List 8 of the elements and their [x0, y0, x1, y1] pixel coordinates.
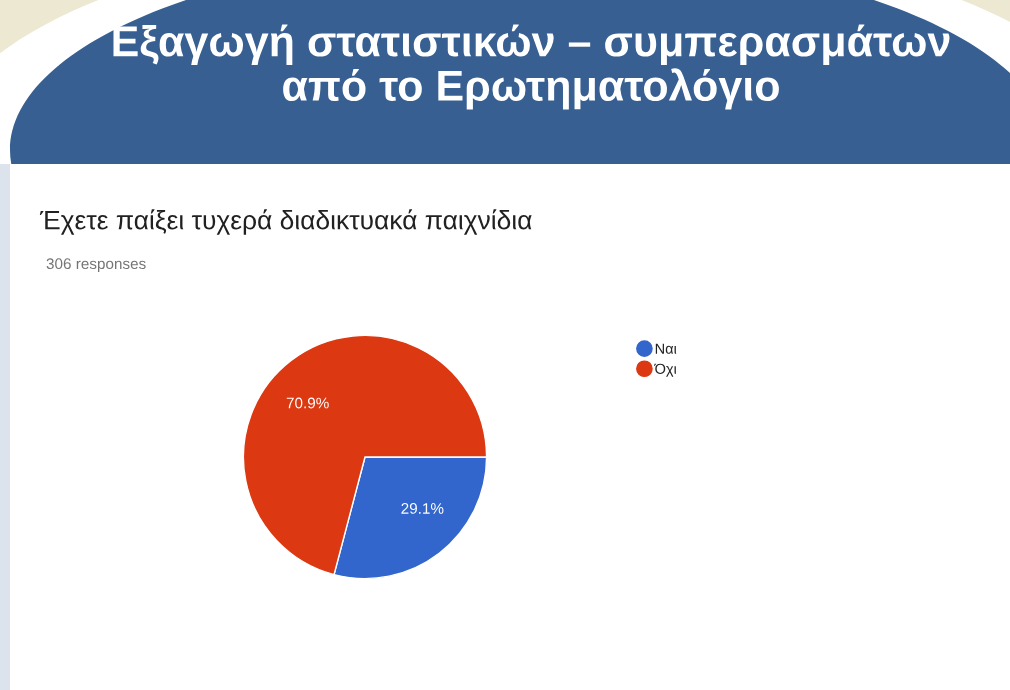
- text: 306 responses: [46, 258, 146, 273]
- legend-label: Όχι: [654, 363, 677, 377]
- chart-subtitle: Έχετε παίξει τυχερά διαδικτυακά παιχνίδια: [39, 209, 532, 235]
- pie-slice: [242, 334, 488, 576]
- data-label: 70.9%: [286, 397, 329, 409]
- data-label: 29.1%: [401, 503, 444, 514]
- legend-label: Ναι: [655, 343, 677, 354]
- chart-title: Εξαγωγή στατιστικών – συμπερασμάτων από το Ερωτηματολόγιο: [113, 24, 950, 110]
